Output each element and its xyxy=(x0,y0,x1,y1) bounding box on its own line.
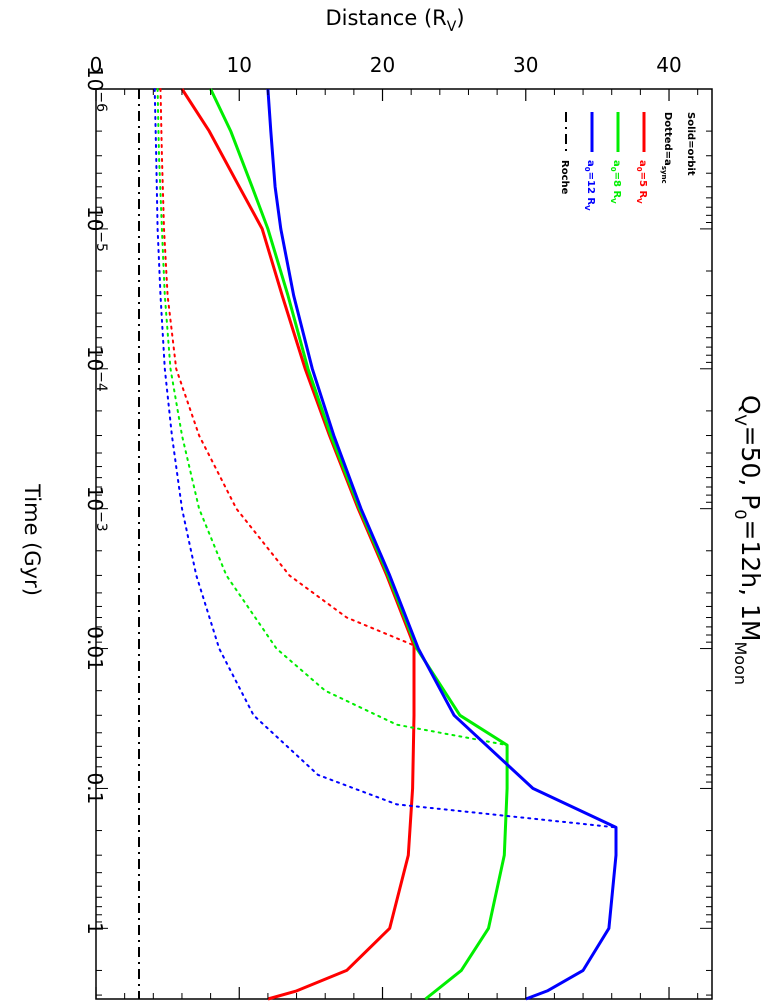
time-tick-label: 0.1 xyxy=(83,773,107,805)
title-q: Q xyxy=(736,395,765,415)
series-line-sync-1 xyxy=(159,88,415,647)
distance-tick-label: 10 xyxy=(227,53,252,77)
distance-tick-label: 0 xyxy=(90,53,103,77)
legend-entries: a0=5 RV a0=8 RV a0=12 RV Roche xyxy=(559,112,648,211)
distance-tick-label: 20 xyxy=(370,53,395,77)
legend-header-sync-main: Dotted=a xyxy=(662,112,673,166)
distance-axis-label-end: ) xyxy=(456,6,464,30)
time-tick-label-group: 10−3 xyxy=(83,486,109,532)
series-line-orbit-0 xyxy=(180,88,416,1001)
legend-label-0: a0=5 RV xyxy=(635,160,648,204)
legend-header-orbit: Solid=orbit xyxy=(685,112,696,176)
time-tick-label-group: 10−6 xyxy=(83,66,109,112)
tick-layer: 0 10 20 30 40 10−6 10−5 10−4 10−3 0.01 0.1 1 xyxy=(83,53,712,999)
legend-header-sync-sub: sync xyxy=(660,166,668,184)
distance-tick-label: 40 xyxy=(656,53,681,77)
plot-area xyxy=(95,88,713,1000)
time-tick-label: 0.01 xyxy=(83,626,107,671)
chart-title: QV=50, P0=12h, 1MMoon xyxy=(731,395,765,685)
legend-header-sync: Dotted=async xyxy=(660,112,673,184)
title-m-sub: Moon xyxy=(731,642,750,686)
series-line-orbit-4 xyxy=(266,88,618,1001)
time-tick-label-group: 10−5 xyxy=(83,206,109,252)
title-p-val: =12h, 1M xyxy=(736,520,765,642)
title-q-val: =50, P xyxy=(736,426,765,510)
distance-axis-label: Distance (RV) xyxy=(325,6,464,35)
distance-axis-label-sub: V xyxy=(447,19,457,35)
series-layer xyxy=(138,88,618,1001)
time-tick-label-group: 0.01 xyxy=(83,626,107,671)
time-tick-label: 10−4 xyxy=(83,346,109,392)
title-p-sub: 0 xyxy=(731,509,750,519)
time-axis-label: Time (Gyr) xyxy=(20,483,44,596)
time-tick-label: 1 xyxy=(83,922,107,935)
distance-tick-label: 30 xyxy=(513,53,538,77)
series-line-sync-3 xyxy=(156,88,509,747)
time-tick-label: 10−6 xyxy=(83,66,109,112)
time-tick-label: 10−5 xyxy=(83,206,109,252)
time-tick-label-group: 1 xyxy=(83,922,107,935)
plot-border xyxy=(95,88,713,1000)
series-line-sync-5 xyxy=(153,88,617,829)
time-tick-label: 10−3 xyxy=(83,486,109,532)
legend-label-3: Roche xyxy=(559,160,570,195)
distance-axis-label-main: Distance (R xyxy=(325,6,446,30)
series-line-orbit-2 xyxy=(209,88,509,1001)
time-tick-label-group: 0.1 xyxy=(83,773,107,805)
title-q-sub: V xyxy=(731,415,750,426)
time-tick-label-group: 10−4 xyxy=(83,346,109,392)
legend-label-1: a0=8 RV xyxy=(609,160,622,204)
legend-label-2: a0=12 RV xyxy=(583,160,596,211)
